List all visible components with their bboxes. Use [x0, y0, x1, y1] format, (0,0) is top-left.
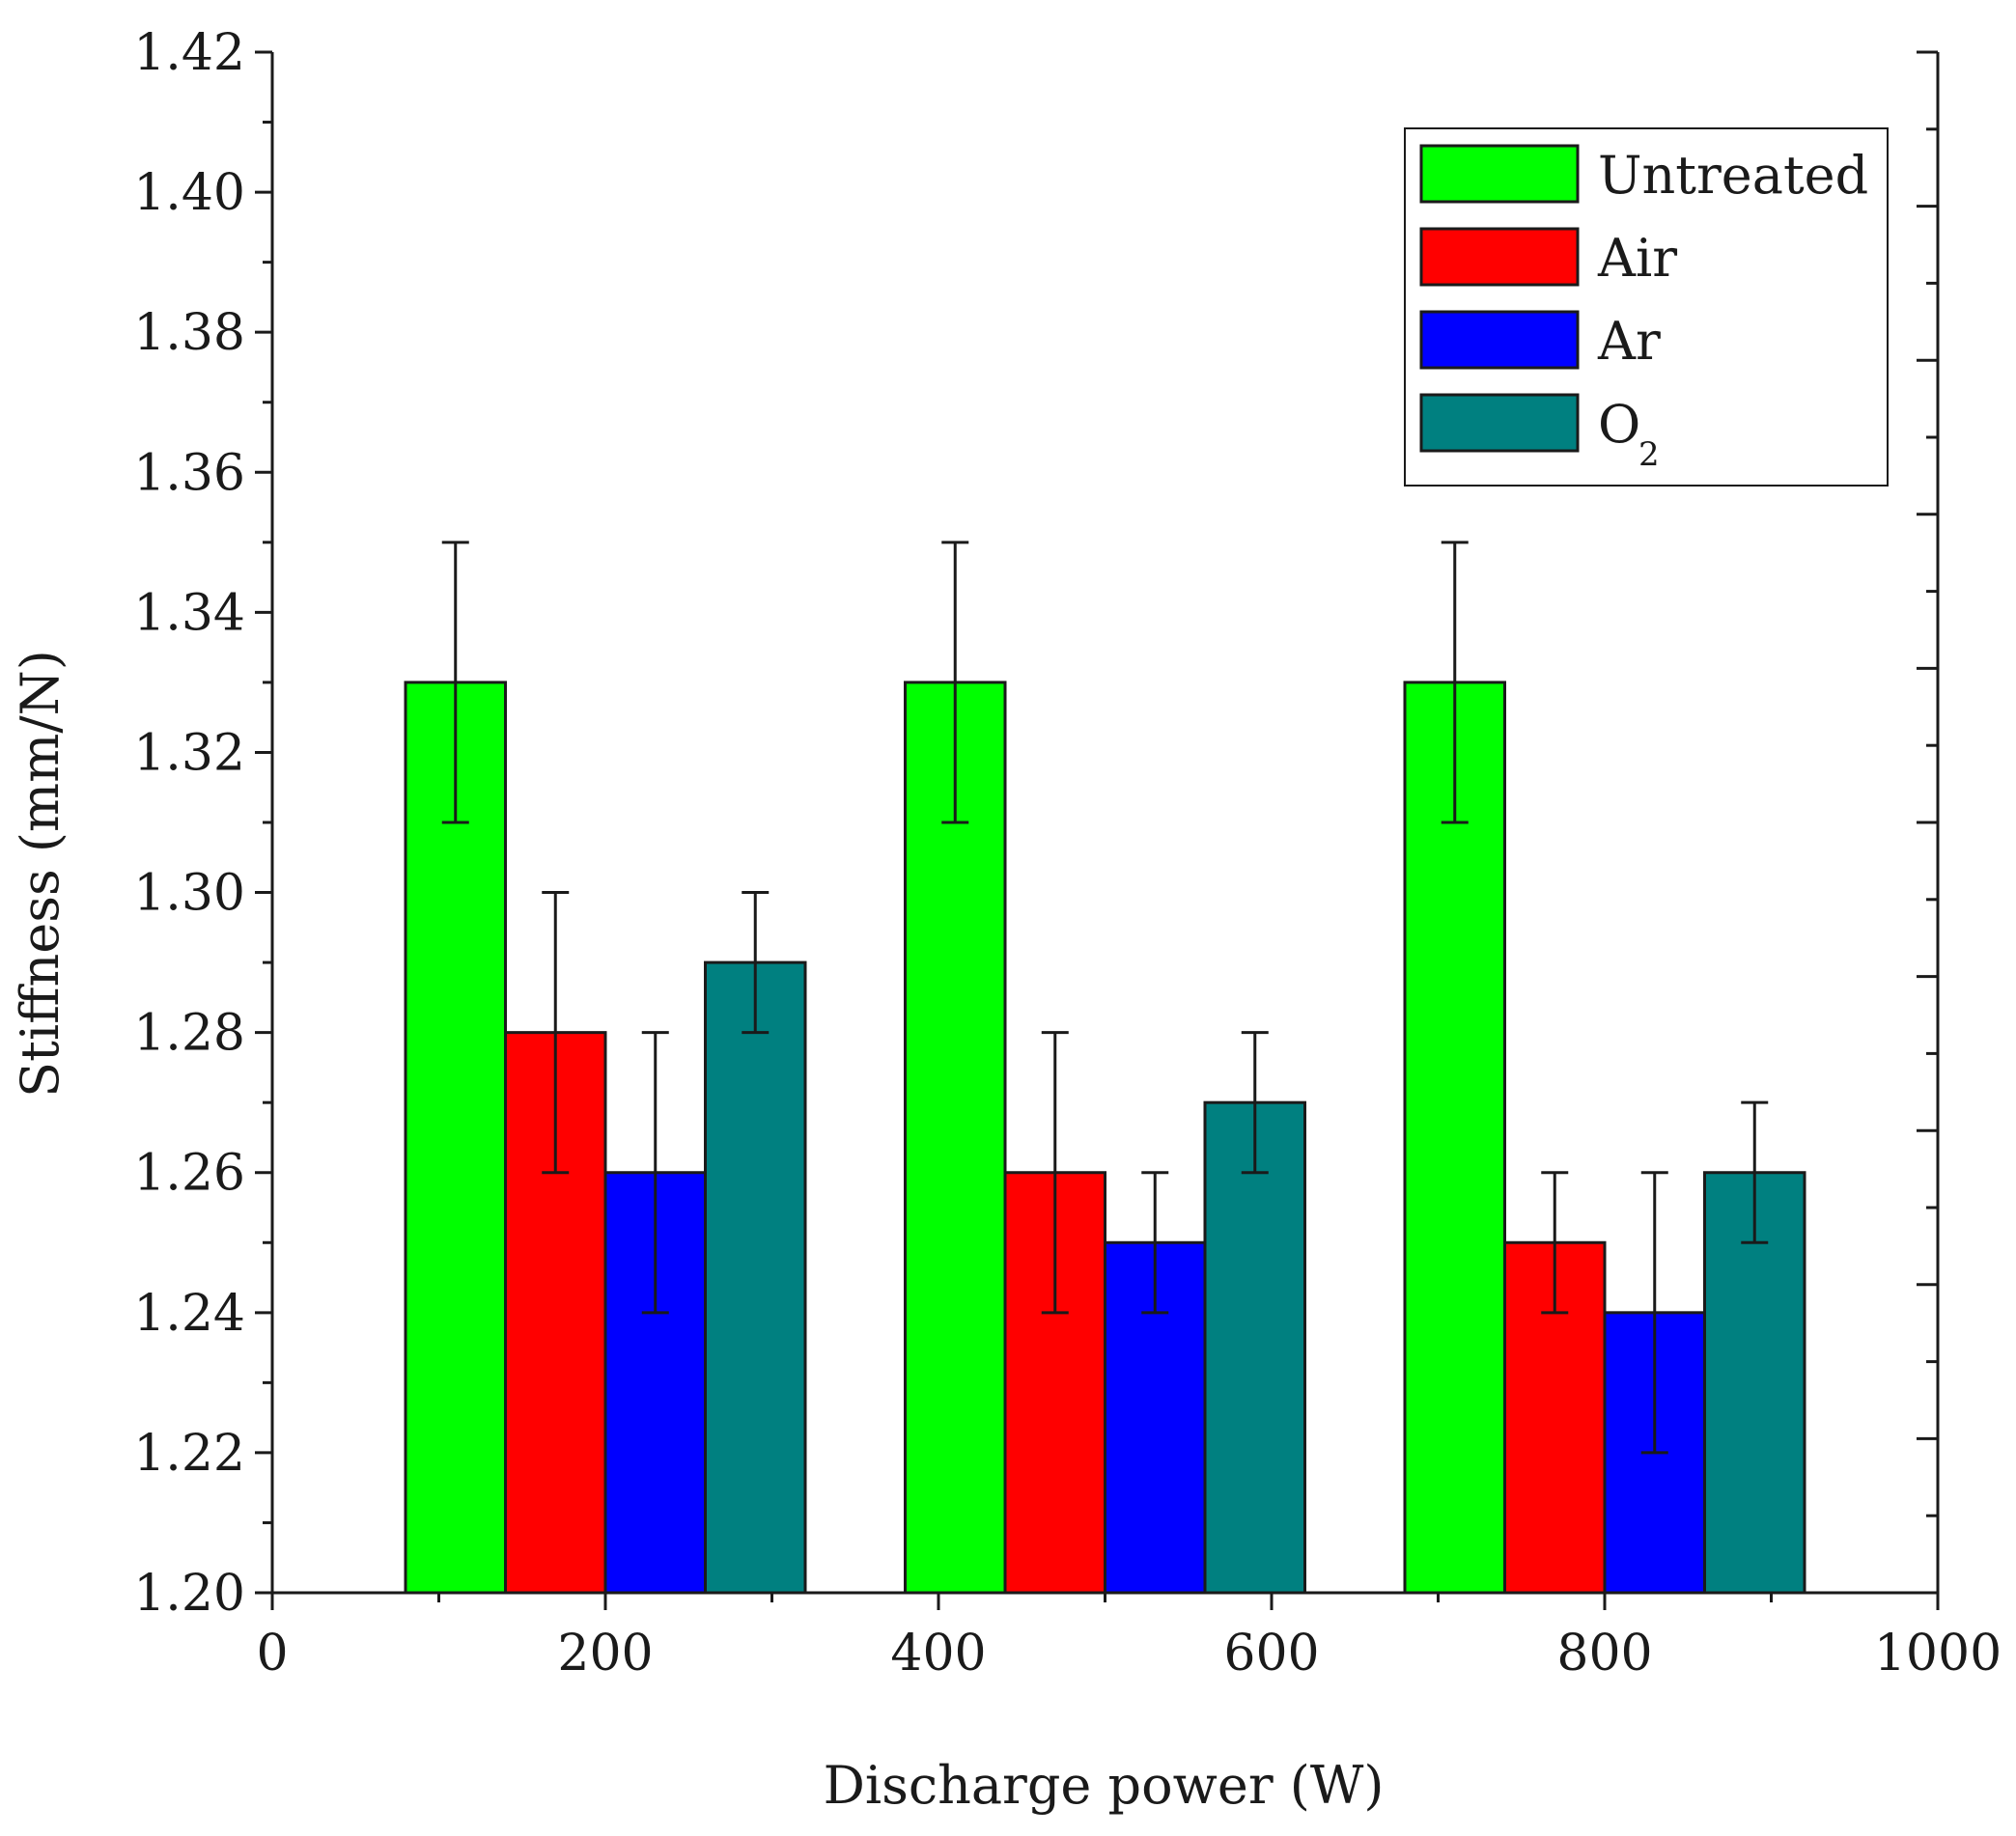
error-bar-o2-1	[1241, 1031, 1269, 1175]
y-tick-label: 1.42	[133, 24, 245, 82]
y-tick-label: 1.20	[133, 1565, 245, 1623]
error-bar-air-1	[1041, 1031, 1069, 1315]
x-tick-label: 800	[1556, 1625, 1652, 1683]
error-bar-o2-0	[742, 891, 770, 1035]
error-bar-untreated-1	[941, 541, 969, 824]
error-bar-ar-1	[1141, 1171, 1169, 1315]
error-bar-o2-2	[1741, 1100, 1769, 1244]
error-bar-untreated-2	[1441, 541, 1469, 824]
legend-swatch-untreated	[1419, 144, 1580, 204]
y-tick-label: 1.36	[133, 444, 245, 502]
y-tick-label: 1.30	[133, 865, 245, 923]
ticks-layer: 1.20 1.22 1.24 1.26 1.28 1.30 1.32 1.34 1.36 1.38…	[133, 24, 2002, 1683]
y-tick-label: 1.24	[133, 1285, 245, 1343]
legend-swatch-o2	[1419, 393, 1580, 453]
bars-layer	[404, 681, 1806, 1595]
x-tick-label: 200	[557, 1625, 653, 1683]
error-bars-layer	[441, 541, 1769, 1455]
y-tick-label: 1.40	[133, 164, 245, 222]
bar-o2-0	[704, 960, 807, 1595]
legend-label-untreated: Untreated	[1598, 145, 1868, 206]
y-tick-label: 1.22	[133, 1425, 245, 1483]
y-tick-label: 1.34	[133, 584, 245, 642]
bar-o2-1	[1203, 1100, 1306, 1595]
bar-untreated-1	[904, 681, 1007, 1595]
bar-untreated-0	[404, 681, 507, 1595]
legend: Untreated Air Ar O 2	[1404, 127, 1889, 487]
x-tick-label: 1000	[1874, 1625, 2002, 1683]
x-tick-label: 400	[890, 1625, 986, 1683]
error-bar-ar-0	[641, 1031, 669, 1315]
legend-swatch-air	[1419, 227, 1580, 287]
y-axis-title: Stiffness (mm/N)	[10, 650, 70, 1098]
error-bar-air-2	[1541, 1171, 1569, 1315]
y-tick-label: 1.28	[133, 1005, 245, 1063]
y-tick-label: 1.38	[133, 304, 245, 362]
y-tick-label: 1.32	[133, 724, 245, 782]
legend-swatch-ar	[1419, 310, 1580, 370]
error-bar-air-0	[542, 891, 570, 1175]
x-tick-label: 0	[256, 1625, 288, 1683]
error-bar-ar-2	[1640, 1171, 1668, 1455]
y-tick-label: 1.26	[133, 1145, 245, 1203]
error-bar-untreated-0	[441, 541, 469, 824]
legend-label-o2-subscript: 2	[1638, 435, 1660, 474]
legend-label-ar: Ar	[1597, 311, 1661, 372]
x-axis-title: Discharge power (W)	[824, 1755, 1385, 1816]
legend-label-o2: O	[1598, 394, 1640, 455]
legend-label-air: Air	[1597, 228, 1677, 289]
x-tick-label: 600	[1223, 1625, 1319, 1683]
